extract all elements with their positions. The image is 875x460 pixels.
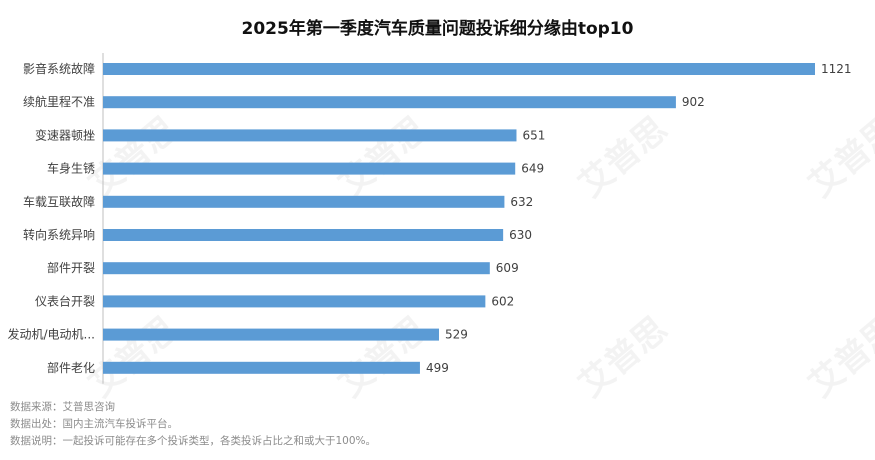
data-label: 499: [426, 361, 449, 375]
category-label: 影音系统故障: [23, 61, 95, 76]
category-label: 变速器顿挫: [35, 127, 95, 142]
note-origin: 数据出处：国内主流汽车投诉平台。: [10, 418, 178, 430]
bar: [103, 96, 676, 109]
category-label: 车身生锈: [47, 161, 95, 176]
data-label: 609: [496, 261, 519, 275]
chart-notes: 数据来源：艾普思咨询 数据出处：国内主流汽车投诉平台。 数据说明：一起投诉可能存…: [10, 399, 376, 450]
bar: [103, 361, 420, 374]
bar: [103, 229, 504, 241]
data-label: 602: [491, 294, 514, 308]
bar: [103, 262, 490, 275]
note-explain: 数据说明：一起投诉可能存在多个投诉类型，各类投诉占比之和或大于100%。: [10, 435, 377, 447]
bar-chart: 影音系统故障 1121 续航里程不准 902 变速器顿挫 651 车身生锈 649 车载互联故障…: [8, 53, 852, 384]
data-label: 529: [445, 328, 468, 342]
data-label: 649: [521, 162, 544, 176]
data-label: 902: [682, 95, 705, 109]
category-label: 仪表台开裂: [35, 293, 95, 308]
note-source: 数据来源：艾普思咨询: [10, 401, 115, 413]
data-label: 1121: [821, 62, 852, 76]
category-label: 车载互联故障: [23, 194, 95, 209]
chart-title: 2025年第一季度汽车质量问题投诉细分缘由top10: [241, 19, 634, 39]
category-label: 续航里程不准: [23, 94, 95, 109]
bar: [103, 328, 439, 341]
category-label: 发动机/电动机...: [8, 327, 96, 342]
category-label: 部件开裂: [47, 260, 95, 275]
category-label: 部件老化: [47, 360, 95, 375]
bar: [103, 162, 516, 175]
bar: [103, 195, 505, 208]
data-label: 632: [510, 195, 533, 209]
bar: [103, 295, 486, 308]
bar: [103, 129, 517, 142]
data-label: 651: [522, 128, 545, 142]
data-label: 630: [509, 228, 532, 242]
bar: [103, 63, 815, 75]
category-label: 转向系统异响: [23, 227, 95, 242]
